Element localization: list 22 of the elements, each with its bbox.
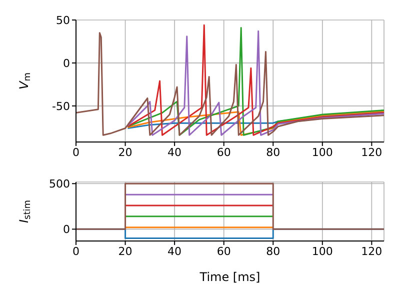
line-series	[126, 110, 384, 136]
x-tick-label: 20	[118, 146, 132, 159]
x-tick-label: 60	[216, 146, 231, 159]
x-tick-label: 0	[72, 146, 80, 159]
y-tick-label: 0	[63, 223, 70, 236]
x-tick-label: 100	[312, 146, 333, 159]
x-tick-label: 120	[361, 244, 382, 258]
y-tick-label: 50	[56, 14, 70, 27]
x-tick-label: 60	[216, 244, 231, 258]
x-tick-label: 0	[72, 244, 80, 258]
y-tick-label: 0	[63, 56, 70, 70]
x-tick-label: 80	[266, 244, 280, 258]
x-tick-label: 120	[361, 146, 382, 159]
y-tick-label: 500	[49, 178, 70, 191]
x-tick-label: 40	[168, 146, 182, 159]
y-tick-label: -50	[52, 100, 70, 113]
x-tick-label: 20	[118, 244, 132, 258]
x-tick-label: 40	[168, 244, 182, 258]
line-series	[76, 32, 384, 136]
x-tick-label: 100	[312, 244, 333, 258]
x-tick-label: 80	[266, 146, 280, 159]
x-axis-title: Time [ms]	[198, 270, 260, 284]
